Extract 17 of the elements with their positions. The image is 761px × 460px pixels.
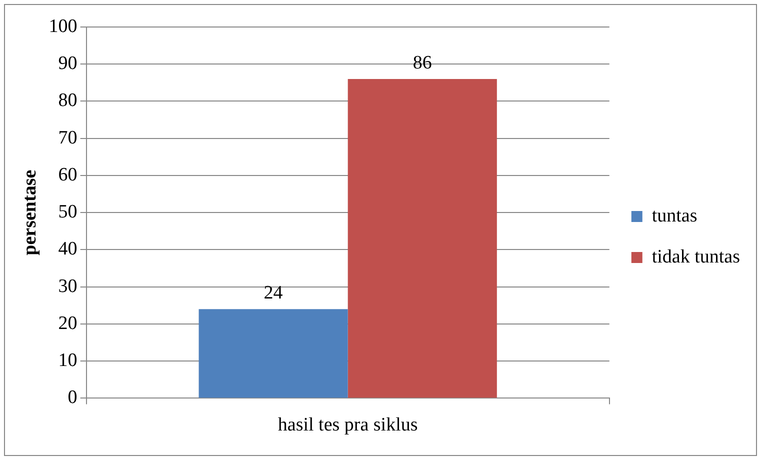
y-tick-label: 30 xyxy=(58,276,78,297)
y-tick-label: 100 xyxy=(48,16,78,37)
y-tick-label: 10 xyxy=(58,350,78,372)
y-tick-label: 50 xyxy=(58,202,78,223)
data-label: 86 xyxy=(412,52,432,74)
x-tick-label: hasil tes pra siklus xyxy=(278,414,418,436)
y-tick-label: 20 xyxy=(58,312,78,334)
y-tick-label: 90 xyxy=(58,53,78,74)
y-tick-label: 0 xyxy=(68,387,78,408)
y-tick-label: 70 xyxy=(58,127,78,148)
y-tick-label: 80 xyxy=(58,90,78,112)
legend-label: tidak tuntas xyxy=(652,246,740,268)
y-tick-label: 40 xyxy=(58,238,78,260)
y-axis-title: persentase xyxy=(19,170,40,256)
data-label: 24 xyxy=(264,282,284,304)
y-tick-label: 60 xyxy=(58,164,78,186)
legend-label: tuntas xyxy=(652,205,698,226)
